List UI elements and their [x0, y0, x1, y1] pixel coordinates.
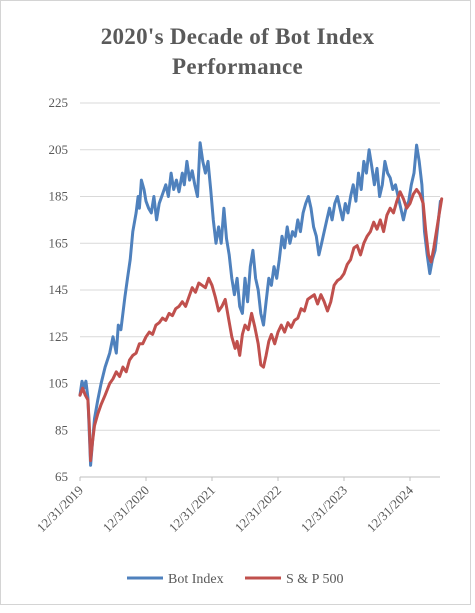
y-tick-label-125: 125	[49, 329, 69, 344]
legend-label-bot-index: Bot Index	[168, 572, 224, 587]
x-tick-label-2: 12/31/2021	[166, 483, 218, 535]
x-tick-label-1: 12/31/2020	[100, 483, 152, 535]
chart-title-line2: Performance	[171, 54, 303, 79]
y-tick-label-225: 225	[49, 95, 69, 110]
chart-frame	[0, 0, 471, 605]
x-tick-label-5: 12/31/2024	[364, 482, 417, 535]
y-tick-label-185: 185	[49, 189, 69, 204]
x-tick-label-4: 12/31/2023	[298, 483, 350, 535]
x-tick-label-3: 12/31/2022	[232, 483, 284, 535]
chart-title-line1: 2020's Decade of Bot Index	[100, 24, 375, 49]
y-tick-label-165: 165	[49, 235, 69, 250]
y-tick-label-205: 205	[49, 142, 69, 157]
series-line-bot-index	[78, 141, 442, 467]
y-tick-label-85: 85	[55, 422, 68, 437]
x-tick-label-0: 12/31/2019	[34, 483, 86, 535]
series-line-sp500	[78, 188, 444, 463]
y-tick-label-105: 105	[49, 376, 69, 391]
legend-label-sp500: S & P 500	[286, 572, 343, 587]
y-tick-label-145: 145	[49, 282, 69, 297]
y-tick-label-65: 65	[55, 469, 68, 484]
